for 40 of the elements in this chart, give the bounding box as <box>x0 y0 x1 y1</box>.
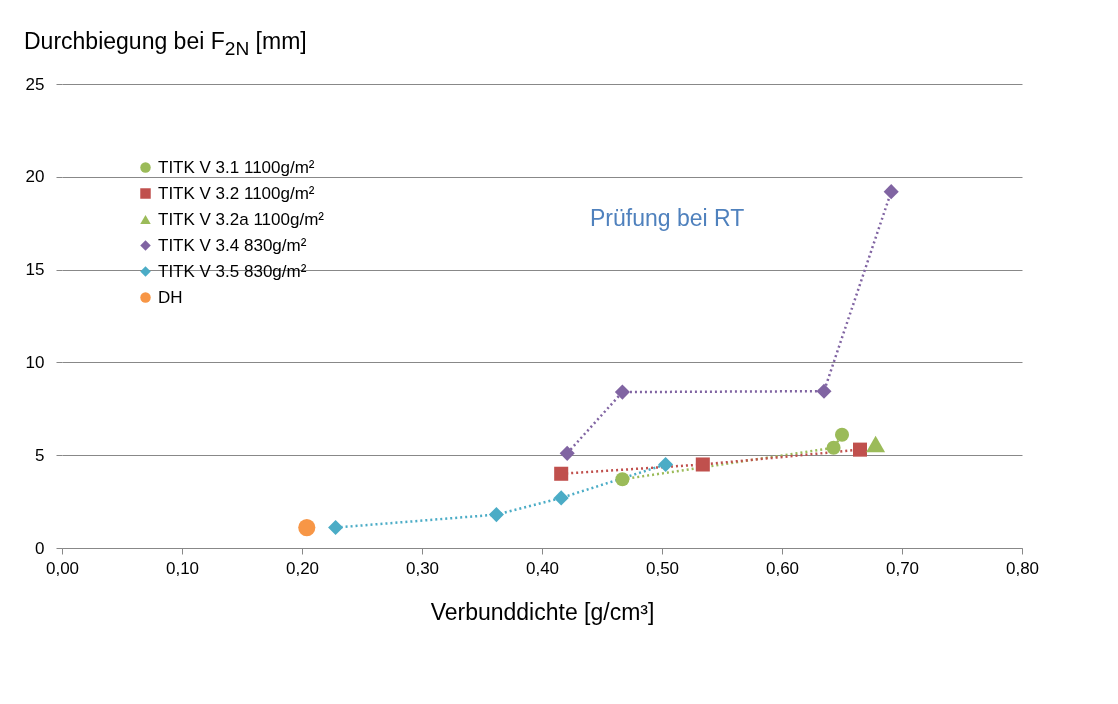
point <box>883 184 899 200</box>
y-tick-label: 10 <box>25 352 45 372</box>
y-tick-label: 5 <box>35 445 45 465</box>
point <box>834 427 850 442</box>
point <box>866 435 886 453</box>
y-tick-label: 15 <box>25 260 45 280</box>
x-tick-label: 0,50 <box>645 558 680 578</box>
point <box>615 472 630 487</box>
point <box>488 507 504 523</box>
point <box>826 440 841 455</box>
legend-label: DH <box>158 287 183 307</box>
x-tick-label: 0,10 <box>165 558 200 578</box>
y-tick-label: 25 <box>25 74 45 94</box>
legend-label: TITK V 3.2a 1100g/m² <box>158 209 325 229</box>
legend-label: TITK V 3.4 830g/m² <box>158 235 307 255</box>
y-tick-label: 20 <box>25 167 45 187</box>
legend-label: TITK V 3.5 830g/m² <box>158 261 307 281</box>
point <box>554 466 569 481</box>
x-tick-label: 0,80 <box>1005 558 1040 578</box>
legend-label: TITK V 3.1 1100g/m² <box>158 157 315 177</box>
point <box>328 520 344 536</box>
point <box>816 383 832 399</box>
y-axis-title: Durchbiegung bei F$_{2N}$ [mm] <box>24 28 307 60</box>
y-tick-label: 0 <box>35 538 45 558</box>
point <box>614 384 630 400</box>
x-axis-title: Verbunddichte [g/cm³] <box>430 598 655 625</box>
point <box>852 442 868 457</box>
point <box>559 445 575 461</box>
x-tick-label: 0,30 <box>405 558 440 578</box>
x-tick-label: 0,40 <box>525 558 560 578</box>
x-tick-label: 0,20 <box>285 558 320 578</box>
point <box>298 519 316 537</box>
x-tick-label: 0,00 <box>45 558 80 578</box>
point <box>553 490 569 506</box>
annotation: Prüfung bei RT <box>590 204 745 231</box>
point <box>658 456 674 473</box>
x-tick-label: 0,60 <box>765 558 800 578</box>
legend-label: TITK V 3.2 1100g/m² <box>158 183 315 203</box>
x-tick-label: 0,70 <box>885 558 920 578</box>
point <box>695 457 710 472</box>
